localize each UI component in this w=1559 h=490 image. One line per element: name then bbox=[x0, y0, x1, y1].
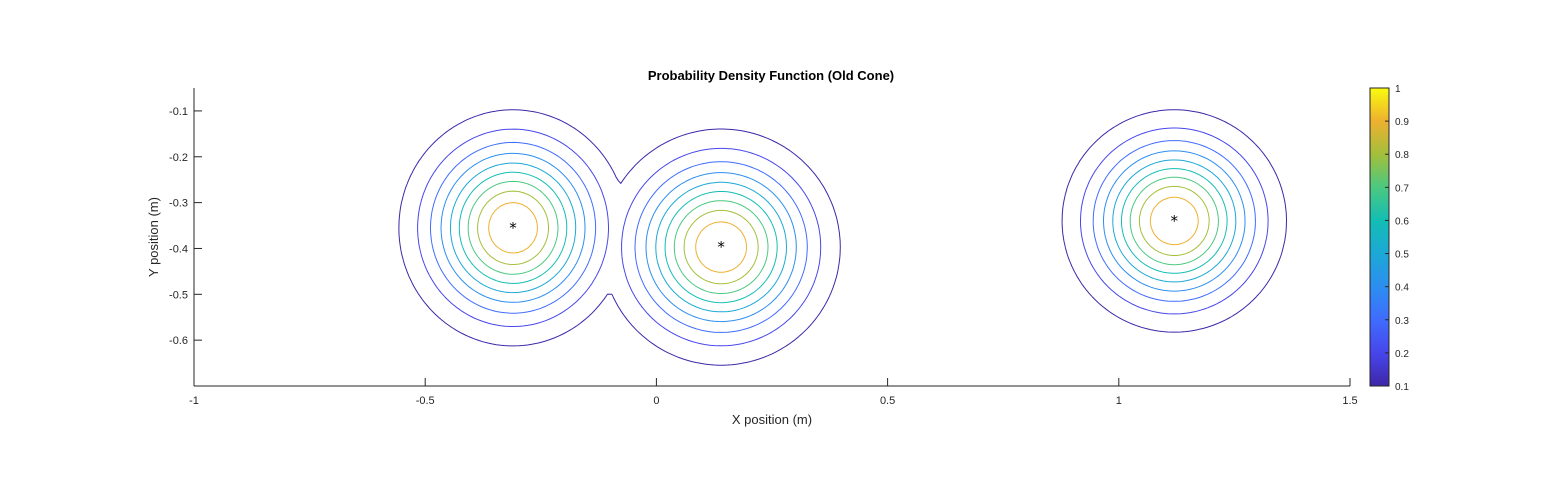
colorbar-tick-label: 0.5 bbox=[1395, 250, 1409, 261]
contour-line bbox=[467, 176, 1219, 294]
colorbar-tick-label: 0.9 bbox=[1395, 117, 1409, 128]
contour-line bbox=[417, 127, 1269, 347]
plot-axes: -1 -0.5 0 0.5 1 1.5 -0.1 -0.2 -0.3 -0.4 -0.5 -0.6 bbox=[169, 88, 1358, 407]
contour-line bbox=[440, 150, 1246, 323]
x-tick-label: -1 bbox=[189, 395, 199, 407]
x-tick-label: 1.5 bbox=[1342, 395, 1357, 407]
peak-marker: * bbox=[1171, 212, 1179, 230]
contour-line bbox=[398, 109, 1287, 366]
y-tick-label: -0.6 bbox=[169, 335, 188, 347]
x-tick-label: 1 bbox=[1116, 395, 1122, 407]
y-tick-label: -0.4 bbox=[169, 243, 188, 255]
y-tick-label: -0.5 bbox=[169, 289, 188, 301]
x-axis-ticks: -1 -0.5 0 0.5 1 1.5 bbox=[189, 378, 1358, 407]
colorbar-tick-label: 0.3 bbox=[1395, 316, 1409, 327]
colorbar-tick-label: 0.4 bbox=[1395, 283, 1409, 294]
x-axis-label: X position (m) bbox=[732, 412, 812, 427]
peak-marker: * bbox=[717, 238, 725, 256]
x-tick-label: 0.5 bbox=[880, 395, 895, 407]
colorbar-tick-label: 0.8 bbox=[1395, 150, 1409, 161]
x-tick-label: -0.5 bbox=[416, 395, 435, 407]
x-tick-label: 0 bbox=[653, 395, 659, 407]
contour-line bbox=[477, 185, 1210, 285]
chart-title: Probability Density Function (Old Cone) bbox=[648, 68, 894, 83]
contour-line bbox=[449, 159, 1237, 313]
colorbar-ticks: 0.1 0.2 0.3 0.4 0.5 0.6 0.7 0.8 0.9 1 bbox=[1385, 84, 1409, 393]
y-tick-label: -0.2 bbox=[169, 152, 188, 164]
y-tick-label: -0.3 bbox=[169, 198, 188, 210]
contour-line bbox=[430, 140, 1256, 333]
colorbar: 0.1 0.2 0.3 0.4 0.5 0.6 0.7 0.8 0.9 1 bbox=[1369, 84, 1409, 393]
colorbar-tick-label: 1 bbox=[1395, 84, 1401, 95]
y-axis-label: Y position (m) bbox=[146, 197, 161, 277]
peak-marker: * bbox=[509, 219, 517, 237]
colorbar-tick-label: 0.1 bbox=[1395, 382, 1409, 393]
y-axis-ticks: -0.1 -0.2 -0.3 -0.4 -0.5 -0.6 bbox=[169, 106, 202, 347]
colorbar-tick-label: 0.6 bbox=[1395, 216, 1409, 227]
peak-markers: * * * bbox=[509, 212, 1178, 256]
contour-line bbox=[488, 196, 1199, 273]
colorbar-tick-label: 0.7 bbox=[1395, 183, 1409, 194]
y-tick-label: -0.1 bbox=[169, 106, 188, 118]
colorbar-tick-label: 0.2 bbox=[1395, 349, 1409, 360]
colorbar-gradient bbox=[1369, 87, 1390, 387]
contour-line bbox=[458, 168, 1228, 304]
contour-lines bbox=[398, 109, 1287, 366]
